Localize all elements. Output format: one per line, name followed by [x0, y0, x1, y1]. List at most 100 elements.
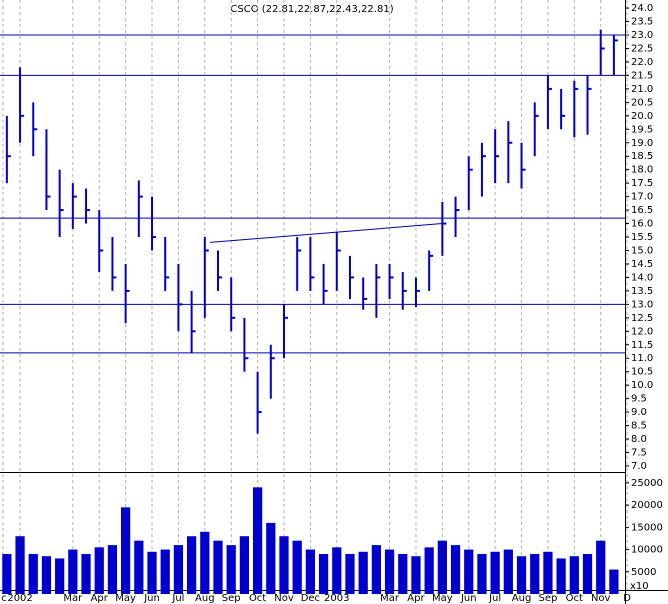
- y-tick-label: 24.0: [631, 3, 653, 14]
- volume-unit: x10: [630, 581, 649, 592]
- volume-bar: [609, 569, 619, 594]
- volume-bar: [437, 540, 447, 594]
- y-tick-label: 9.5: [631, 394, 647, 405]
- volume-bar: [107, 545, 118, 594]
- volume-bar: [147, 551, 157, 594]
- y-tick-label: 12.0: [631, 326, 653, 337]
- x-tick-label: 2002: [7, 593, 32, 604]
- x-tick-label: Oct: [566, 593, 583, 604]
- x-tick-label: Mar: [380, 593, 400, 604]
- volume-bar: [596, 540, 606, 594]
- trendline: [210, 223, 443, 243]
- volume-bar: [424, 547, 434, 594]
- y-tick-label: 23.5: [631, 17, 653, 28]
- volume-bar: [582, 554, 593, 594]
- x-tick-label: Aug: [195, 593, 215, 604]
- volume-bar: [239, 536, 250, 594]
- y-tick-label: 14.5: [631, 259, 653, 270]
- volume-bar: [345, 554, 355, 594]
- x-tick-label: Sep: [539, 593, 558, 604]
- volume-bar: [28, 554, 38, 594]
- y-tick-label: 22.5: [631, 43, 653, 54]
- volume-bar: [477, 554, 487, 594]
- y-tick-label: 21.0: [631, 84, 653, 95]
- x-tick-label: Dec: [301, 593, 320, 604]
- volume-bar: [411, 556, 421, 594]
- volume-bar: [450, 545, 461, 594]
- y-tick-label: 16.0: [631, 219, 653, 230]
- volume-bar: [55, 558, 65, 594]
- x-tick-label: Aug: [512, 593, 532, 604]
- y-tick-label: 15.0: [631, 245, 653, 256]
- y-tick-label: 20.5: [631, 97, 653, 108]
- y-tick-label: 20000: [631, 500, 663, 511]
- y-tick-label: 13.0: [631, 299, 653, 310]
- volume-bar: [358, 551, 368, 594]
- volume-bar: [200, 531, 210, 594]
- y-tick-label: 17.0: [631, 192, 653, 203]
- volume-bar: [266, 522, 276, 594]
- volume-bar: [68, 549, 78, 594]
- volume-bar: [556, 558, 566, 594]
- volume-bar: [543, 551, 553, 594]
- x-tick-label: Jun: [460, 593, 477, 604]
- volume-bar: [186, 536, 197, 594]
- volume-bar: [252, 487, 263, 594]
- volume-bar: [121, 507, 131, 594]
- volume-bar: [292, 540, 302, 594]
- x-tick-label: Mar: [63, 593, 83, 604]
- volume-bar: [384, 549, 395, 594]
- y-tick-label: 18.0: [631, 165, 653, 176]
- x-tick-label: Jul: [488, 593, 501, 604]
- x-tick-label: Apr: [407, 593, 425, 604]
- y-tick-label: 5000: [631, 567, 656, 578]
- volume-bar: [2, 554, 12, 594]
- y-tick-label: 13.5: [631, 286, 653, 297]
- volume-bar: [371, 545, 381, 594]
- volume-bar: [398, 554, 408, 594]
- y-tick-label: 10.5: [631, 367, 653, 378]
- x-tick-label: c: [1, 593, 7, 604]
- y-tick-label: 16.5: [631, 205, 653, 216]
- y-tick-label: 20.0: [631, 111, 653, 122]
- y-tick-label: 18.5: [631, 151, 653, 162]
- x-tick-label: 2003: [324, 593, 349, 604]
- y-tick-label: 19.5: [631, 124, 653, 135]
- volume-bar: [318, 554, 329, 594]
- volume-bar: [160, 549, 170, 594]
- y-tick-label: 21.5: [631, 70, 653, 81]
- x-tick-label: Oct: [249, 593, 266, 604]
- y-tick-label: 8.5: [631, 421, 647, 432]
- y-tick-label: 15000: [631, 522, 663, 533]
- volume-bar: [213, 540, 223, 594]
- y-tick-label: 11.0: [631, 353, 653, 364]
- y-tick-label: 12.5: [631, 313, 653, 324]
- volume-bar: [464, 549, 474, 594]
- volume-bar: [226, 545, 236, 594]
- x-tick-label: Nov: [274, 593, 294, 604]
- x-tick-label: Sep: [222, 593, 241, 604]
- y-tick-label: 7.0: [631, 461, 647, 472]
- y-tick-label: 10000: [631, 545, 663, 556]
- volume-bar: [41, 556, 52, 594]
- y-tick-label: 15.5: [631, 232, 653, 243]
- chart-title: CSCO (22.81,22.87,22.43,22.81): [230, 4, 393, 15]
- volume-bar: [173, 545, 184, 594]
- y-tick-label: 19.0: [631, 138, 653, 149]
- volume-bar: [490, 551, 500, 594]
- x-tick-label: May: [115, 593, 136, 604]
- volume-bar: [94, 547, 104, 594]
- y-tick-label: 14.0: [631, 272, 653, 283]
- x-tick-label: May: [432, 593, 453, 604]
- y-tick-label: 9.0: [631, 407, 647, 418]
- volume-bar: [569, 556, 579, 594]
- y-tick-label: 11.5: [631, 340, 653, 351]
- volume-bar: [530, 554, 540, 594]
- x-tick-label: D: [623, 593, 631, 604]
- x-tick-label: Nov: [591, 593, 611, 604]
- volume-bar: [81, 554, 91, 594]
- volume-bar: [279, 536, 289, 594]
- y-tick-label: 23.0: [631, 30, 653, 41]
- y-tick-label: 22.0: [631, 57, 653, 68]
